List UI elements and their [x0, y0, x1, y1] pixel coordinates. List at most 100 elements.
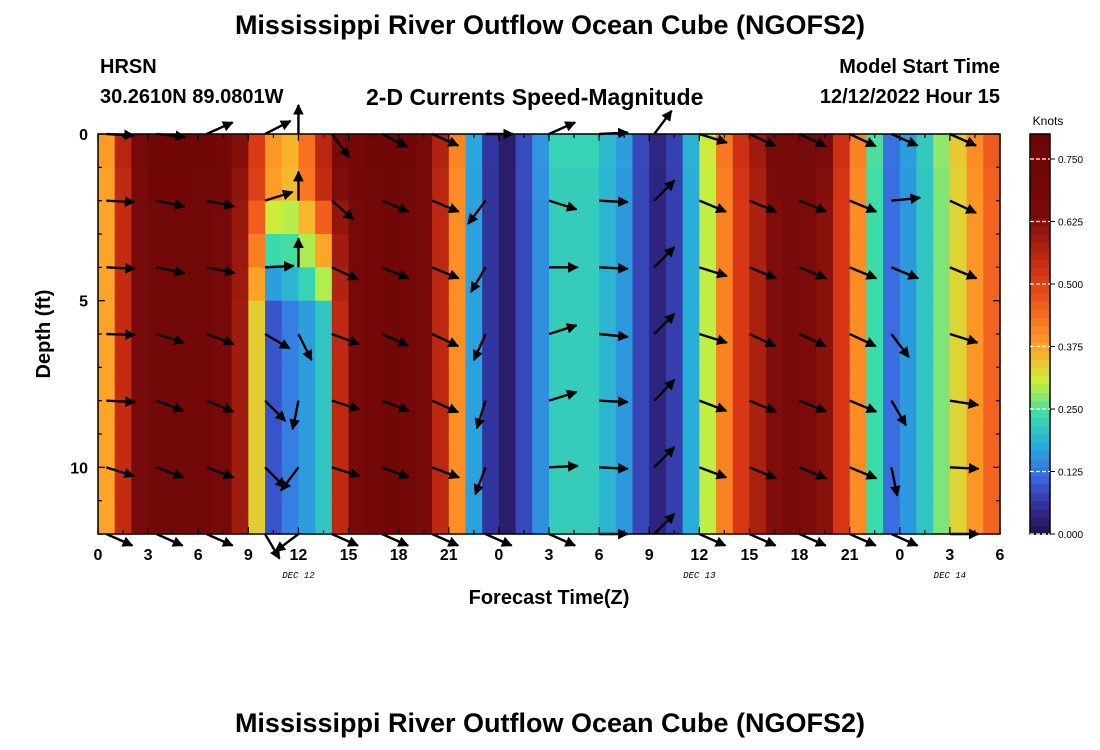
heatmap-cell	[649, 267, 667, 302]
heatmap-cell	[448, 234, 467, 268]
heatmap-cell	[231, 200, 249, 235]
heatmap-cell	[415, 467, 433, 502]
heatmap-cell	[782, 500, 801, 535]
heatmap-cell	[832, 134, 851, 168]
heatmap-cell	[883, 234, 901, 268]
heatmap-cell	[114, 200, 133, 235]
current-arrow	[105, 532, 134, 547]
heatmap-cell	[849, 434, 867, 468]
heatmap-cell	[465, 434, 483, 468]
heatmap-cell	[131, 334, 149, 368]
heatmap-cell	[649, 467, 667, 502]
heatmap-cell	[515, 200, 533, 235]
heatmap-cell	[916, 400, 934, 435]
y-axis-label: Depth (ft)	[33, 290, 55, 379]
heatmap-cell	[365, 467, 383, 502]
heatmap-cell	[983, 200, 1001, 235]
heatmap-cell	[114, 367, 133, 402]
heatmap-cell	[482, 434, 500, 468]
heatmap-cell	[381, 167, 400, 202]
heatmap-cell	[883, 134, 901, 168]
heatmap-cell	[799, 334, 817, 368]
current-arrow	[748, 332, 777, 348]
heatmap-cell	[916, 334, 934, 368]
current-arrow	[297, 333, 313, 362]
current-arrow	[331, 199, 355, 221]
current-arrow	[599, 196, 629, 208]
heatmap-cell	[832, 434, 851, 468]
heatmap-cell	[98, 400, 116, 435]
heatmap-cell	[482, 134, 500, 168]
heatmap-cell	[515, 500, 533, 535]
heatmap-cell	[365, 267, 383, 302]
heatmap-cell	[916, 434, 934, 468]
current-arrow	[849, 532, 877, 547]
heatmap-cell	[749, 367, 767, 402]
heatmap-cell	[632, 167, 650, 202]
heatmap-cell	[532, 334, 550, 368]
current-arrow	[799, 199, 828, 213]
heatmap-cell	[281, 500, 300, 535]
heatmap-cell	[131, 234, 149, 268]
heatmap-cell	[515, 400, 533, 435]
heatmap-cell	[315, 300, 333, 335]
current-arrow	[849, 332, 877, 348]
heatmap-cell	[665, 334, 684, 368]
colorbar-cell	[1030, 392, 1050, 402]
heatmap-cell	[632, 334, 650, 368]
colorbar-cell	[1030, 234, 1050, 243]
heatmap-cell	[265, 434, 283, 468]
current-arrow	[748, 132, 777, 148]
heatmap-cell	[682, 134, 700, 168]
heatmap-cell	[131, 167, 149, 202]
heatmap-cell	[148, 200, 166, 235]
heatmap-cell	[782, 400, 801, 435]
heatmap-cell	[949, 334, 968, 368]
heatmap-cell	[114, 267, 133, 302]
heatmap-cell	[732, 234, 751, 268]
current-arrow	[156, 265, 186, 277]
heatmap-cell	[298, 167, 316, 202]
heatmap-cell	[933, 500, 951, 535]
heatmap-cell	[532, 300, 550, 335]
heatmap-cell	[465, 367, 483, 402]
current-arrow	[548, 199, 578, 212]
heatmap-cell	[281, 434, 300, 468]
heatmap-cell	[766, 300, 784, 335]
current-arrow	[280, 466, 300, 492]
current-arrow	[748, 532, 777, 547]
heatmap-cell	[248, 167, 266, 202]
heatmap-cell	[665, 400, 684, 435]
current-arrow	[289, 400, 300, 431]
current-arrow	[381, 332, 410, 347]
heatmap-cell	[214, 234, 233, 268]
colorbar-cell	[1030, 284, 1050, 293]
heatmap-cell	[849, 467, 867, 502]
heatmap-cell	[632, 400, 650, 435]
colorbar-cell	[1030, 200, 1050, 210]
heatmap-cell	[281, 167, 300, 202]
heatmap-cell	[164, 234, 183, 268]
colorbar-cell	[1030, 442, 1050, 452]
heatmap-cell	[482, 267, 500, 302]
heatmap-cell	[515, 300, 533, 335]
heatmap-cell	[248, 467, 266, 502]
heatmap-cell	[148, 234, 166, 268]
heatmap-cell	[415, 400, 433, 435]
current-arrow	[849, 199, 878, 213]
heatmap-cell	[148, 267, 166, 302]
x-tick-label: 6	[194, 547, 203, 564]
heatmap-cell	[181, 300, 199, 335]
heatmap-cell	[331, 334, 350, 368]
heatmap-cell	[933, 167, 951, 202]
heatmap-cell	[248, 334, 266, 368]
x-tick-label: 21	[841, 547, 859, 564]
heatmap-cell	[732, 400, 751, 435]
y-axis-ticks: 0 5 10	[70, 127, 1000, 535]
heatmap-cell	[916, 300, 934, 335]
heatmap-cell	[732, 367, 751, 402]
heatmap-cell	[298, 400, 316, 435]
heatmap-cell	[164, 367, 183, 402]
colorbar-cell	[1030, 350, 1050, 360]
current-arrow	[431, 532, 460, 547]
